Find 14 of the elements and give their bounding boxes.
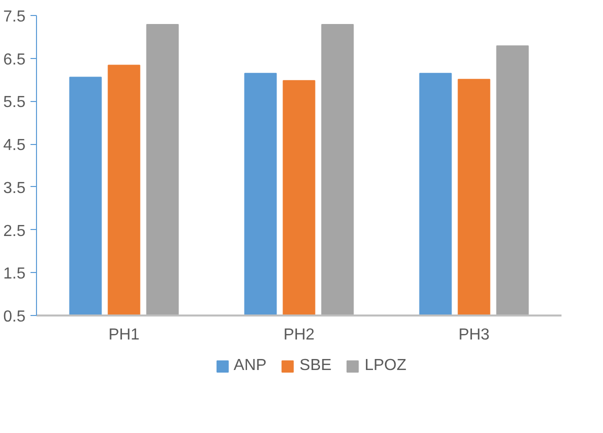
legend-label: LPOZ [364, 357, 406, 375]
x-tick-label: PH2 [283, 326, 315, 344]
y-tick-label: 5.5 [3, 94, 26, 112]
y-tick-label: 1.5 [3, 266, 26, 283]
y-tick-label: 7.5 [3, 8, 26, 26]
x-tick-label: PH3 [458, 326, 490, 344]
y-tick-label: 0.5 [3, 308, 26, 326]
legend-label: SBE [300, 357, 332, 375]
x-tick-label: PH1 [108, 326, 140, 344]
y-tick-label: 3.5 [3, 180, 26, 197]
legend-label: ANP [234, 357, 267, 375]
y-tick-label: 4.5 [3, 137, 26, 154]
y-tick-label: 6.5 [3, 51, 26, 68]
y-tick-label: 2.5 [3, 222, 26, 240]
